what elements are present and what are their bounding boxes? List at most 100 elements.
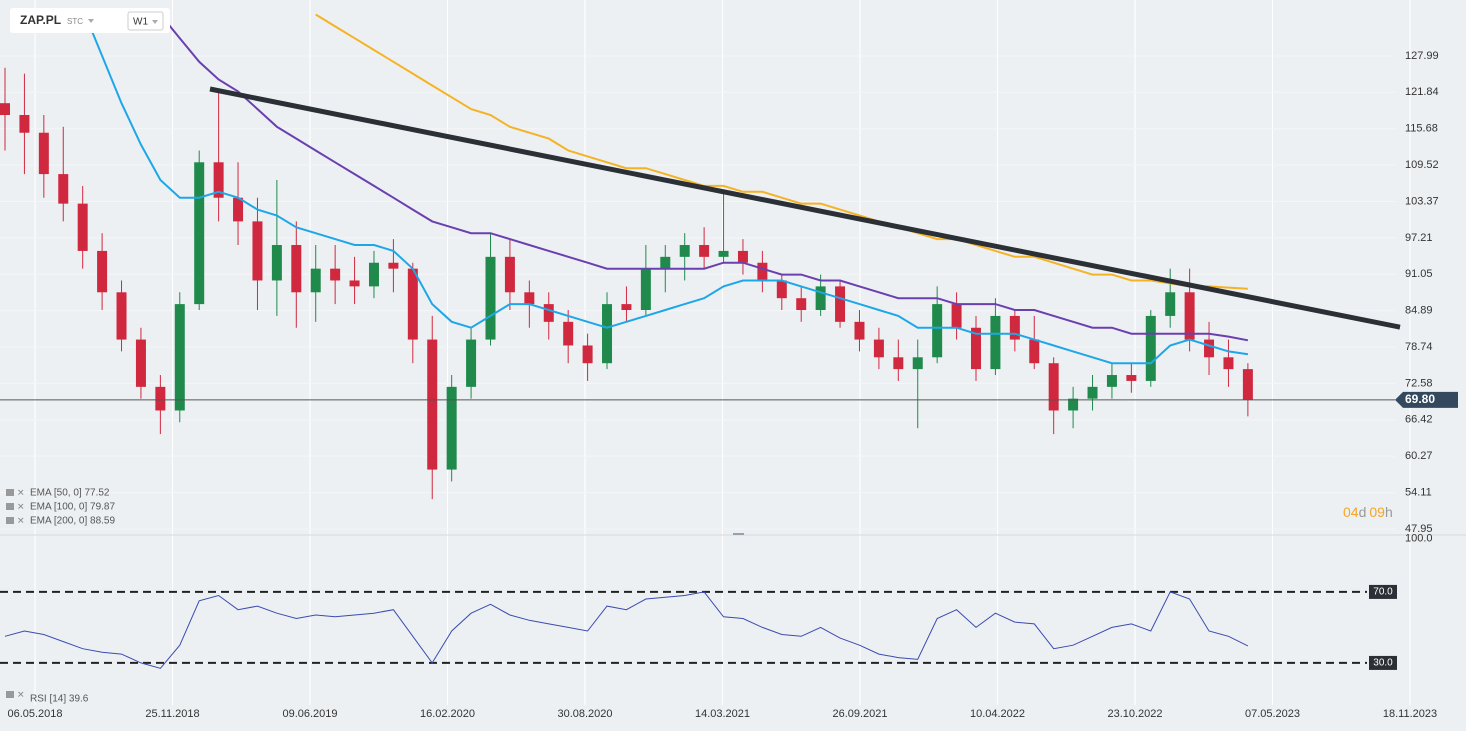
resize-handle[interactable] [733, 533, 744, 535]
x-tick-label: 16.02.2020 [420, 708, 475, 720]
x-tick-label: 30.08.2020 [557, 708, 612, 720]
interval-box[interactable] [127, 11, 164, 31]
candle-body [524, 292, 535, 305]
legend-entry: RSI [14] 39.6 [30, 694, 89, 705]
candle-body [582, 345, 593, 364]
candle-body [1242, 369, 1253, 400]
candle-body [1223, 357, 1234, 370]
level-tag [1369, 584, 1397, 599]
x-tick-label: 06.05.2018 [7, 708, 62, 720]
candle-body [233, 197, 244, 222]
legend-entry: EMA [100, 0] 79.87 [30, 502, 115, 513]
candle-body [951, 304, 962, 328]
candle-body [932, 304, 943, 358]
candle-body [252, 221, 263, 281]
x-tick-label: 25.11.2018 [145, 708, 199, 720]
candle-body [310, 268, 321, 293]
candle-body [213, 162, 224, 198]
candle-body [893, 357, 904, 370]
last-price-tag [1395, 391, 1458, 408]
candle-body [388, 262, 399, 269]
x-tick-label: 09.06.2019 [282, 708, 337, 720]
candle-body [718, 250, 729, 257]
legend-icon [6, 503, 14, 510]
x-tick-label: 14.03.2021 [695, 708, 750, 720]
candle-body [504, 256, 515, 293]
y-tick-label: 72.58 [1405, 377, 1433, 389]
candle-body [38, 132, 49, 175]
candle-body [835, 286, 846, 322]
candle-body [621, 304, 632, 311]
y-tick-label: 84.89 [1405, 305, 1433, 317]
candle-body [602, 304, 613, 364]
x-tick-label: 10.04.2022 [970, 708, 1025, 720]
y-tick-label: 127.99 [1405, 50, 1439, 62]
candle-body [873, 339, 884, 358]
ema-line [81, 8, 1249, 365]
y-tick-label: 66.42 [1405, 414, 1433, 426]
candle-body [485, 256, 496, 340]
candle-body [407, 268, 418, 340]
candle-body [466, 339, 477, 387]
y-tick-label: 103.37 [1405, 195, 1439, 207]
candle-body [77, 203, 88, 251]
legend-icon [6, 517, 14, 524]
legend-remove: ✕ [17, 515, 25, 525]
trendline [209, 86, 1401, 330]
candle-body [1106, 375, 1117, 387]
y-tick-label: 115.68 [1405, 123, 1438, 135]
candle-body [19, 115, 30, 133]
candle-body [854, 321, 865, 340]
dropdown-arrow[interactable] [88, 19, 94, 23]
y-tick-label: 91.05 [1405, 268, 1433, 280]
timer-unit: d [1359, 504, 1367, 520]
candle-body [563, 321, 574, 346]
y-tick-label: 60.27 [1405, 450, 1433, 462]
level-label: 70.0 [1373, 587, 1393, 598]
y-tick-label: 109.52 [1405, 159, 1439, 171]
dropdown-arrow[interactable] [152, 20, 158, 24]
candle-body [427, 339, 438, 470]
y-tick-label: 121.84 [1405, 86, 1439, 98]
candle-body [1048, 363, 1059, 411]
timer: 04d 09h [1343, 504, 1393, 520]
candle-body [757, 262, 768, 281]
exchange: STC [67, 17, 83, 26]
grid [34, 0, 1411, 705]
candle-body [737, 250, 748, 263]
candle-body [1145, 315, 1156, 381]
candle-body [990, 315, 1001, 370]
candle-body [271, 245, 282, 281]
legend-icon [6, 691, 14, 698]
candle-body [135, 339, 146, 387]
y-tick-label: 78.74 [1405, 341, 1433, 353]
candle-body [660, 256, 671, 269]
y-tick-label: 54.11 [1405, 486, 1432, 498]
legend-entry: EMA [50, 0] 77.52 [30, 488, 110, 499]
candle-body [1087, 386, 1098, 399]
timer-unit: h [1385, 504, 1393, 520]
candle-body [699, 245, 710, 257]
rsi-line [4, 591, 1249, 669]
legend-entry: EMA [200, 0] 88.59 [30, 516, 115, 527]
candle-body [155, 386, 166, 411]
candle-body [446, 386, 457, 470]
candle-body [194, 162, 205, 305]
candle-body [1165, 292, 1176, 316]
candle-body [174, 304, 185, 411]
x-tick-label: 18.11.2023 [1383, 708, 1437, 720]
candle-body [1068, 398, 1079, 411]
symbol: ZAP.PL [20, 13, 61, 27]
candle-body [1126, 375, 1137, 381]
y-tick-label: 100.0 [1405, 533, 1433, 545]
timer-hours: 09 [1369, 504, 1385, 520]
candle-body [1009, 315, 1020, 340]
candle-body [349, 280, 360, 287]
candle-body [815, 286, 826, 311]
candle-body [912, 357, 923, 370]
ema-line [159, 13, 1249, 342]
candle-body [291, 245, 302, 293]
